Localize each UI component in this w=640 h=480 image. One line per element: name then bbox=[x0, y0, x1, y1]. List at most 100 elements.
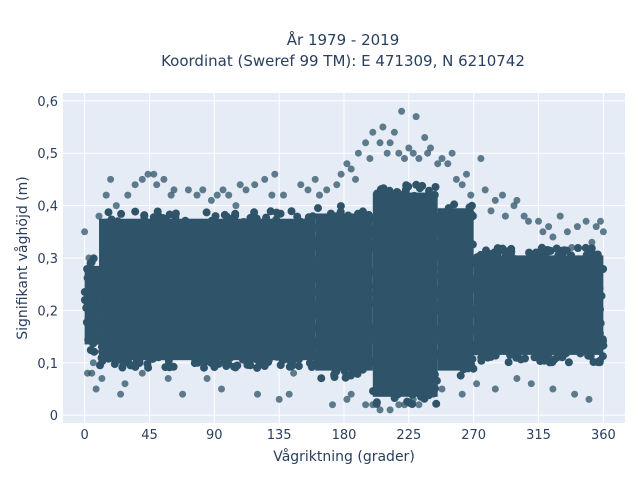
data-point bbox=[513, 375, 521, 382]
data-point bbox=[405, 144, 413, 152]
data-point bbox=[549, 233, 557, 241]
data-point bbox=[563, 228, 571, 236]
data-point bbox=[107, 175, 115, 183]
data-point bbox=[402, 181, 411, 190]
data-point bbox=[395, 401, 403, 409]
data-point bbox=[401, 401, 408, 409]
data-point bbox=[491, 385, 499, 393]
data-point bbox=[160, 175, 168, 183]
y-tick-label: 0 bbox=[50, 409, 58, 424]
data-point bbox=[347, 390, 355, 398]
data-point bbox=[409, 149, 417, 157]
data-point bbox=[213, 191, 221, 199]
data-point bbox=[525, 217, 532, 225]
data-point bbox=[297, 181, 305, 189]
data-point bbox=[81, 228, 89, 236]
data-band bbox=[437, 208, 474, 371]
data-point bbox=[110, 360, 119, 369]
data-point bbox=[96, 361, 104, 370]
data-point bbox=[336, 202, 345, 211]
data-point bbox=[89, 359, 97, 367]
data-point bbox=[376, 139, 384, 147]
y-axis-label: Signifikant våghöjd (m) bbox=[14, 176, 31, 339]
data-point bbox=[530, 353, 539, 362]
data-point bbox=[98, 375, 106, 382]
data-point bbox=[527, 380, 535, 388]
data-point bbox=[342, 371, 351, 380]
data-point bbox=[504, 358, 513, 367]
y-tick-labels: 0 0,1 0,2 0,3 0,4 0,5 0,6 bbox=[37, 95, 58, 424]
data-point bbox=[481, 186, 489, 194]
data-point bbox=[102, 191, 110, 199]
chart-title: År 1979 - 2019 bbox=[287, 30, 400, 49]
data-point bbox=[535, 217, 542, 225]
data-point bbox=[383, 149, 391, 157]
data-point bbox=[184, 186, 192, 194]
data-point bbox=[85, 254, 93, 262]
data-point bbox=[379, 184, 388, 193]
data-point bbox=[401, 155, 408, 162]
y-tick-label: 0,4 bbox=[37, 200, 58, 215]
x-tick-label: 45 bbox=[141, 428, 158, 443]
data-point bbox=[467, 191, 475, 199]
data-point bbox=[412, 113, 420, 121]
data-point bbox=[550, 355, 559, 364]
data-point bbox=[260, 362, 269, 370]
data-point bbox=[236, 181, 244, 189]
data-point bbox=[179, 390, 187, 398]
data-point bbox=[219, 186, 227, 194]
data-point bbox=[409, 395, 417, 403]
data-point bbox=[556, 212, 564, 220]
data-point bbox=[131, 181, 139, 189]
data-point bbox=[343, 395, 351, 403]
data-point bbox=[304, 186, 312, 194]
data-point bbox=[112, 202, 120, 210]
data-point bbox=[287, 207, 296, 216]
data-band bbox=[84, 265, 100, 345]
data-point bbox=[539, 228, 547, 236]
chart-subtitle: Koordinat (Sweref 99 TM): E 471309, N 62… bbox=[161, 52, 525, 70]
data-point bbox=[131, 207, 140, 216]
data-point bbox=[571, 390, 579, 398]
data-point bbox=[272, 208, 281, 217]
x-tick-label: 225 bbox=[396, 428, 421, 443]
data-point bbox=[222, 362, 231, 370]
data-point bbox=[347, 165, 355, 173]
data-point bbox=[92, 385, 100, 393]
data-point bbox=[487, 207, 495, 215]
x-tick-label: 360 bbox=[591, 428, 616, 443]
data-point bbox=[95, 212, 103, 220]
data-point bbox=[207, 358, 216, 367]
x-tick-labels: 0 45 90 135 180 225 270 315 360 bbox=[80, 428, 615, 443]
data-point bbox=[117, 209, 126, 218]
y-tick-label: 0,2 bbox=[37, 304, 58, 319]
data-point bbox=[144, 170, 152, 178]
data-point bbox=[199, 186, 207, 194]
data-point bbox=[211, 212, 220, 221]
data-point bbox=[568, 244, 576, 251]
data-point bbox=[150, 170, 158, 178]
data-point bbox=[207, 196, 215, 204]
data-point bbox=[432, 399, 441, 408]
data-point bbox=[118, 363, 127, 372]
data-point bbox=[545, 223, 553, 231]
data-point bbox=[386, 139, 394, 147]
data-point bbox=[153, 181, 161, 189]
data-point bbox=[138, 175, 146, 183]
data-point bbox=[376, 406, 384, 414]
data-point bbox=[202, 208, 211, 217]
x-axis-label: Vågriktning (grader) bbox=[273, 448, 415, 465]
data-point bbox=[314, 204, 322, 213]
data-point bbox=[261, 175, 269, 183]
data-point bbox=[167, 191, 175, 199]
data-point bbox=[456, 371, 465, 380]
x-tick-label: 180 bbox=[332, 428, 357, 443]
data-point bbox=[582, 217, 590, 225]
data-point bbox=[537, 248, 546, 257]
data-point bbox=[135, 359, 144, 367]
data-point bbox=[275, 395, 283, 403]
data-point bbox=[477, 155, 485, 162]
data-point bbox=[138, 369, 146, 377]
data-point bbox=[438, 155, 446, 162]
data-point bbox=[117, 390, 125, 398]
